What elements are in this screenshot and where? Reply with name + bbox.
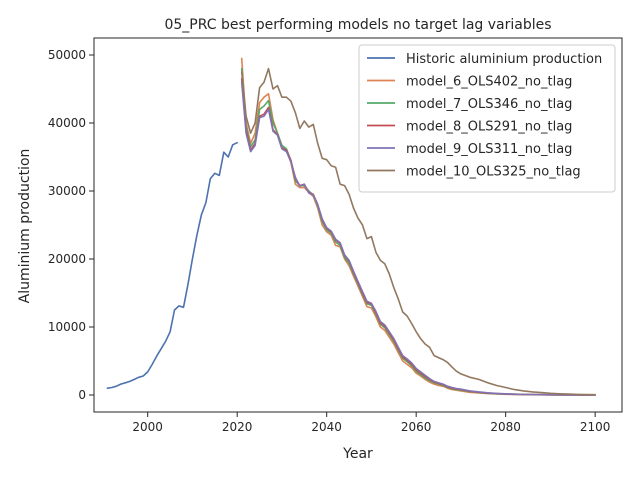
x-tick-label: 2040 [311, 420, 342, 434]
chart-title: 05_PRC best performing models no target … [164, 17, 551, 33]
y-tick-label: 0 [78, 388, 86, 402]
series-line-4 [240, 81, 597, 396]
x-tick-label: 2080 [490, 420, 521, 434]
x-tick-label: 2020 [222, 420, 253, 434]
y-tick-label: 30000 [48, 184, 86, 198]
series-line-5 [240, 67, 597, 396]
series-layer [106, 57, 597, 396]
x-tick-label: 2000 [132, 420, 163, 434]
legend: Historic aluminium production model_6_OLS… [358, 44, 616, 193]
y-tick-label: 20000 [48, 252, 86, 266]
legend-label-2: model_7_OLS346_no_tlag [406, 97, 572, 112]
legend-label-1: model_6_OLS402_no_tlag [406, 75, 572, 90]
x-tick-label: 2100 [580, 420, 611, 434]
y-tick-label: 10000 [48, 320, 86, 334]
y-axis: 0 10000 20000 30000 40000 50000 [48, 48, 94, 402]
series-line-0 [106, 141, 238, 390]
x-axis: 2000 2020 2040 2060 2080 2100 [132, 412, 610, 434]
legend-label-3: model_8_OLS291_no_tlag [406, 120, 572, 135]
legend-label-0: Historic aluminium production [406, 52, 602, 67]
legend-label-5: model_10_OLS325_no_tlag [406, 165, 581, 180]
y-tick-label: 40000 [48, 116, 86, 130]
y-tick-label: 50000 [48, 48, 86, 62]
x-tick-label: 2060 [401, 420, 432, 434]
y-axis-label: Aluminium production [17, 149, 33, 304]
legend-label-4: model_9_OLS311_no_tlag [406, 142, 572, 157]
legend-box [358, 44, 616, 193]
x-axis-label: Year [342, 446, 373, 462]
